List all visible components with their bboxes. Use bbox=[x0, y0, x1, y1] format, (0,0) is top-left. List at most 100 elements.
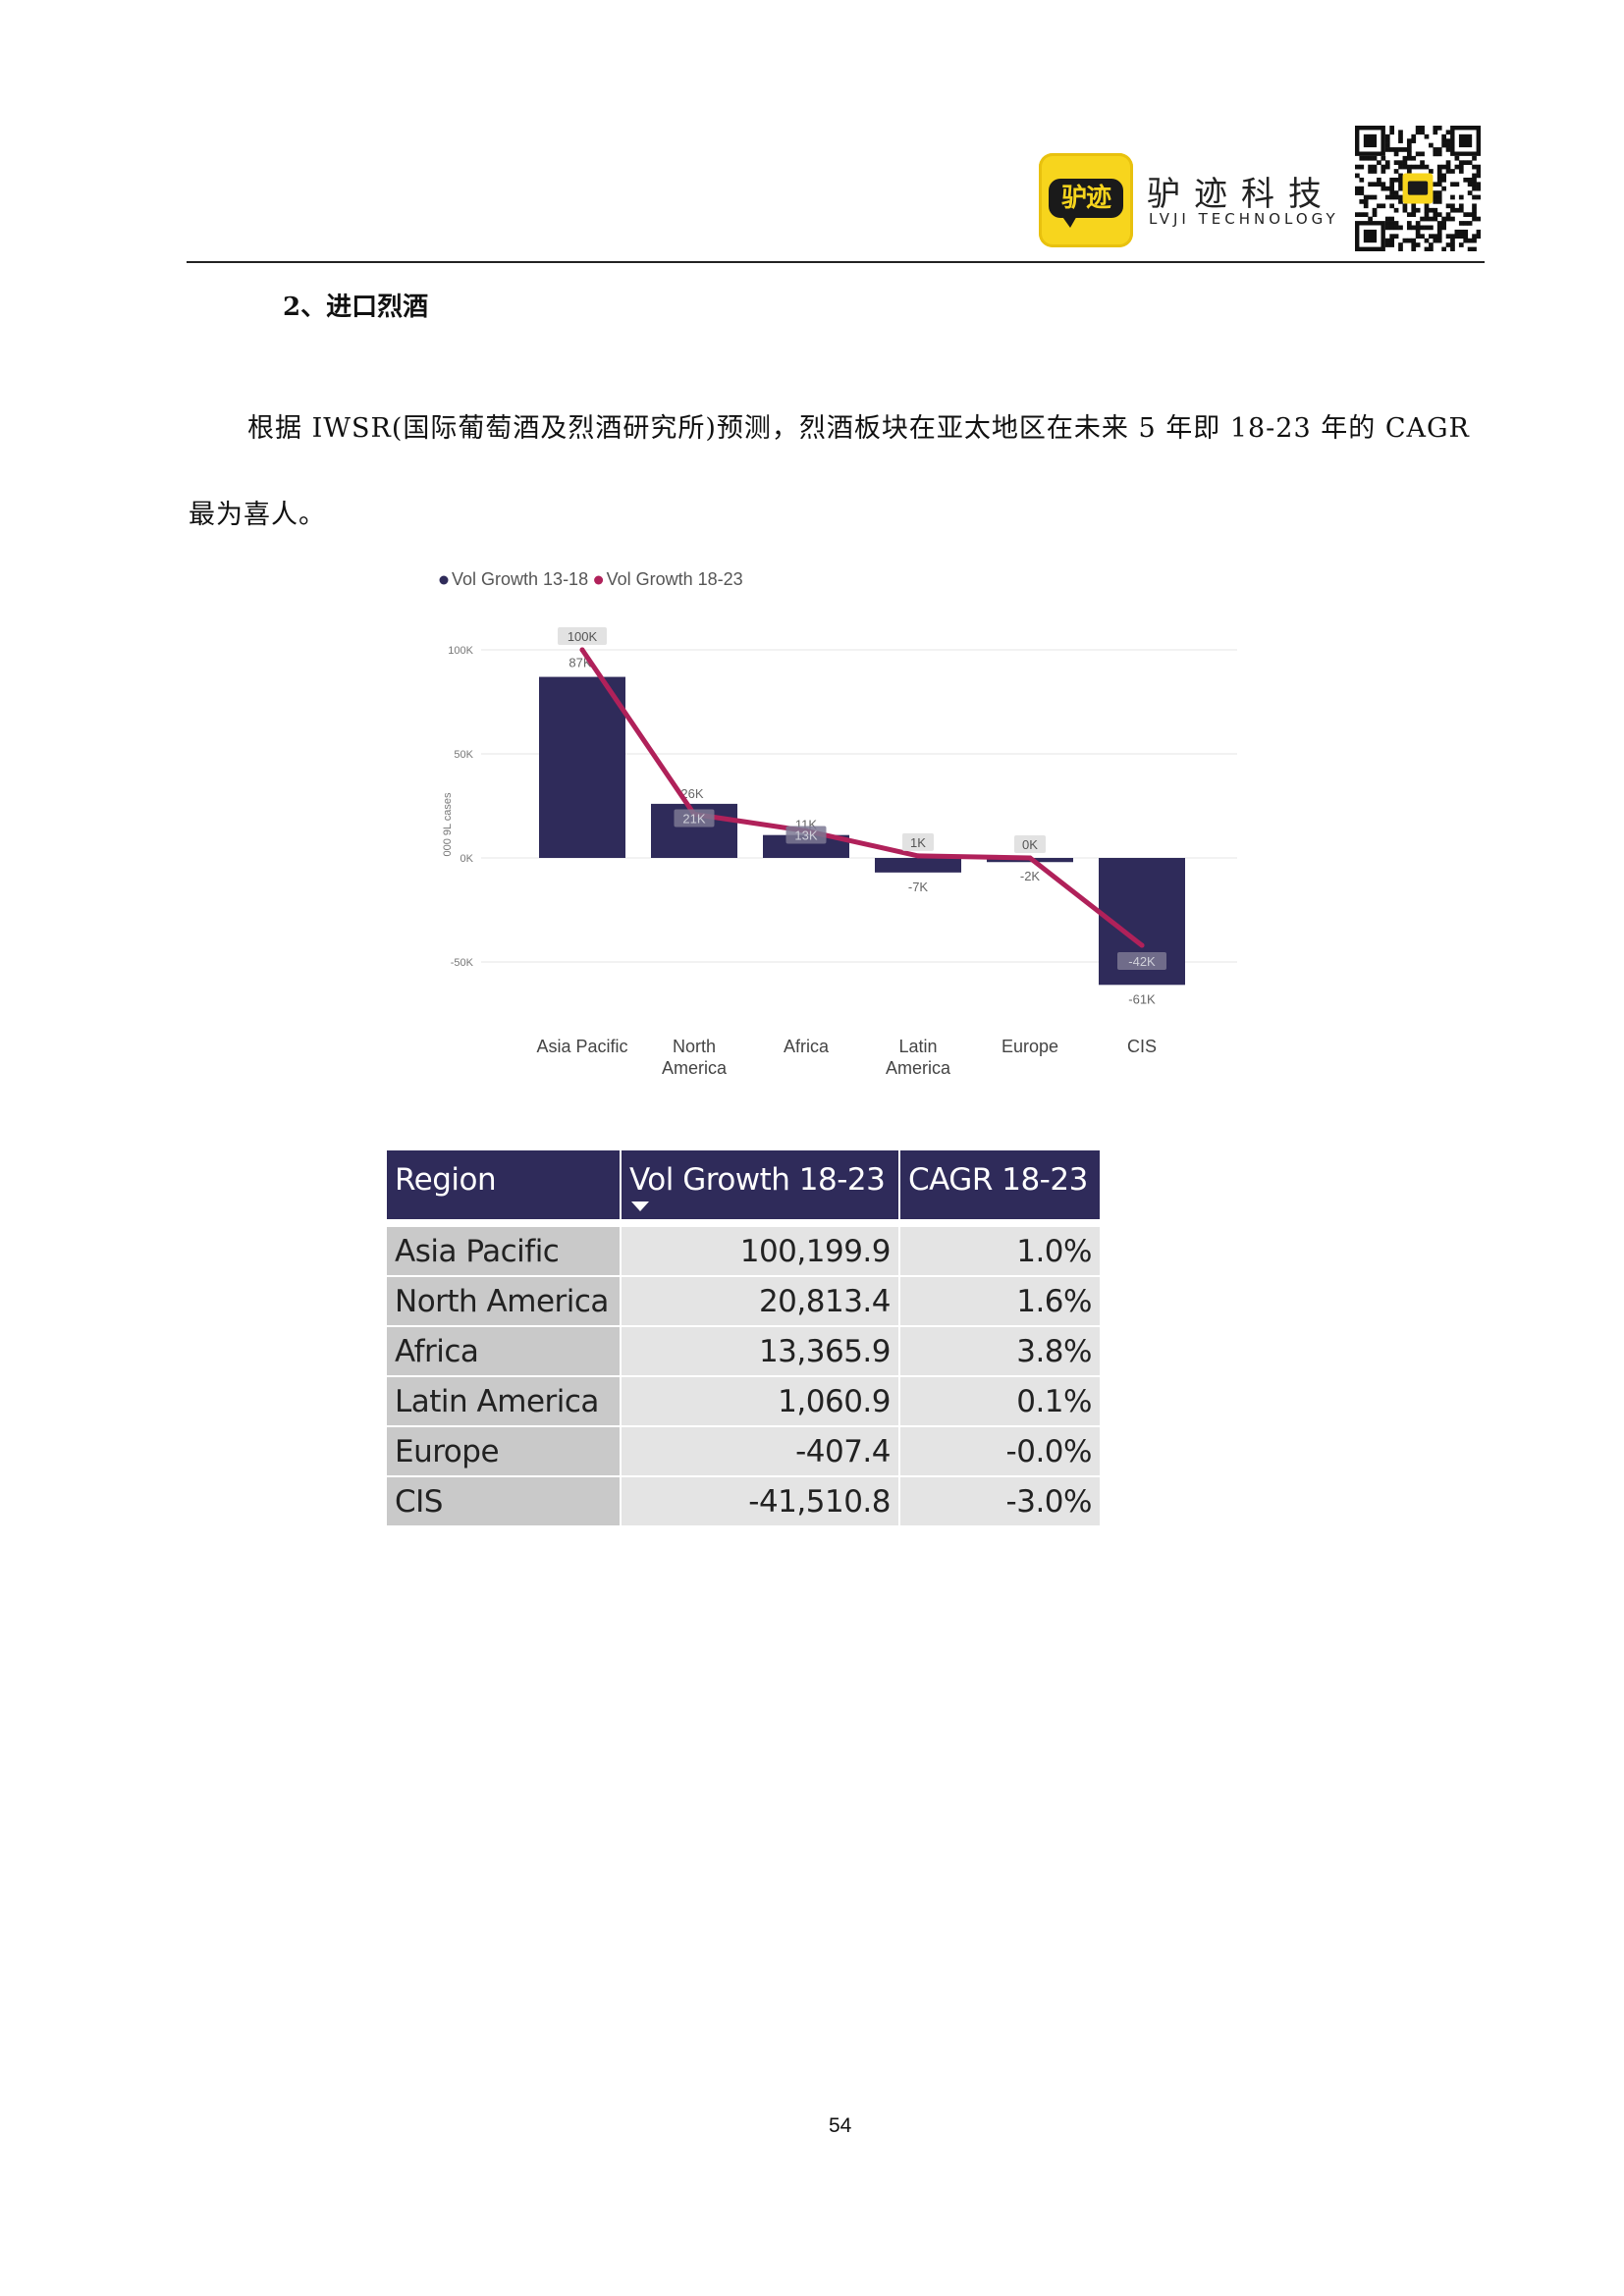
qr-module bbox=[1433, 182, 1438, 187]
qr-module bbox=[1429, 246, 1434, 251]
qr-module bbox=[1389, 186, 1395, 191]
qr-module bbox=[1433, 194, 1438, 200]
qr-module bbox=[1458, 234, 1464, 240]
volume-growth-chart: Vol Growth 13-18 Vol Growth 18-23 000 9L c… bbox=[439, 569, 1237, 1078]
qr-module bbox=[1458, 242, 1464, 247]
qr-module bbox=[1472, 246, 1477, 251]
qr-module bbox=[1355, 173, 1360, 179]
qr-module bbox=[1389, 238, 1395, 243]
qr-module bbox=[1398, 194, 1403, 200]
qr-module bbox=[1389, 147, 1395, 152]
qr-module bbox=[1476, 182, 1481, 187]
qr-module bbox=[1458, 169, 1464, 174]
qr-module bbox=[1424, 203, 1430, 209]
qr-module bbox=[1368, 169, 1373, 174]
qr-module bbox=[1359, 190, 1365, 195]
qr-module bbox=[1363, 199, 1369, 204]
qr-module bbox=[1436, 147, 1442, 152]
qr-module bbox=[1441, 177, 1446, 183]
qr-module bbox=[1372, 155, 1378, 161]
qr-module bbox=[1458, 221, 1464, 226]
qr-module bbox=[1429, 216, 1434, 222]
cell-vol-growth: 13,365.9 bbox=[621, 1326, 900, 1377]
line-series bbox=[579, 647, 1145, 948]
qr-module bbox=[1436, 182, 1442, 187]
qr-module bbox=[1406, 155, 1412, 161]
qr-module bbox=[1463, 177, 1469, 183]
qr-module bbox=[1359, 186, 1365, 191]
qr-module bbox=[1398, 186, 1403, 191]
qr-module bbox=[1415, 151, 1421, 157]
cell-cagr: 3.8% bbox=[899, 1326, 1100, 1377]
qr-module bbox=[1436, 126, 1442, 131]
cell-cagr: 0.1% bbox=[899, 1376, 1100, 1427]
qr-module bbox=[1450, 216, 1455, 222]
legend-marker bbox=[594, 575, 604, 585]
qr-module bbox=[1406, 164, 1412, 170]
line-data-label: -42K bbox=[1128, 954, 1156, 969]
qr-module bbox=[1433, 130, 1438, 135]
qr-module bbox=[1424, 246, 1430, 251]
qr-module bbox=[1384, 147, 1390, 152]
qr-module bbox=[1372, 164, 1378, 170]
qr-module bbox=[1380, 169, 1386, 174]
qr-module bbox=[1380, 203, 1386, 209]
qr-module bbox=[1424, 133, 1430, 139]
qr-module bbox=[1463, 160, 1469, 166]
qr-module bbox=[1368, 216, 1373, 222]
qr-module bbox=[1458, 160, 1464, 166]
qr-module bbox=[1372, 169, 1378, 174]
qr-module bbox=[1377, 177, 1381, 183]
qr-module bbox=[1406, 212, 1412, 217]
qr-module bbox=[1445, 160, 1451, 166]
qr-module bbox=[1424, 212, 1430, 217]
qr-module bbox=[1359, 199, 1365, 204]
header-region[interactable]: Region bbox=[387, 1150, 622, 1219]
qr-module bbox=[1398, 138, 1403, 143]
bar-data-label: 26K bbox=[680, 786, 703, 801]
qr-module bbox=[1398, 246, 1403, 251]
qr-module bbox=[1463, 234, 1469, 240]
table-row: Latin America 1,060.9 0.1% bbox=[387, 1376, 1100, 1427]
qr-module bbox=[1441, 138, 1446, 143]
qr-module bbox=[1450, 182, 1455, 187]
line-data-label: 21K bbox=[682, 811, 705, 826]
bar-data-label: -61K bbox=[1128, 991, 1156, 1006]
qr-module bbox=[1384, 133, 1390, 139]
qr-module bbox=[1433, 151, 1438, 157]
qr-module bbox=[1424, 238, 1430, 243]
qr-module bbox=[1384, 216, 1390, 222]
y-tick-label: 100K bbox=[448, 645, 473, 657]
x-tick-label: America bbox=[662, 1058, 728, 1078]
qr-module bbox=[1411, 133, 1417, 139]
x-tick-label: North bbox=[673, 1037, 716, 1056]
qr-module bbox=[1389, 221, 1395, 226]
qr-module bbox=[1472, 164, 1477, 170]
paragraph-line-2: 最为喜人。 bbox=[189, 500, 326, 530]
qr-module bbox=[1420, 130, 1425, 135]
qr-module bbox=[1355, 186, 1360, 191]
qr-module bbox=[1393, 225, 1399, 231]
qr-module bbox=[1411, 138, 1417, 143]
cell-vol-growth: -41,510.8 bbox=[621, 1476, 900, 1527]
logo-bubble-tail bbox=[1060, 214, 1078, 228]
qr-module bbox=[1389, 225, 1395, 231]
qr-module bbox=[1467, 160, 1473, 166]
qr-module bbox=[1445, 142, 1451, 148]
qr-module bbox=[1467, 177, 1473, 183]
header-vol-growth[interactable]: Vol Growth 18-23 bbox=[621, 1150, 900, 1219]
qr-module bbox=[1402, 160, 1408, 166]
qr-module bbox=[1420, 216, 1425, 222]
qr-module bbox=[1436, 229, 1442, 235]
qr-module bbox=[1359, 177, 1365, 183]
qr-module bbox=[1384, 138, 1390, 143]
qr-module bbox=[1359, 212, 1365, 217]
qr-module bbox=[1445, 242, 1451, 247]
line-label-box bbox=[558, 627, 607, 645]
qr-module bbox=[1411, 155, 1417, 161]
qr-module bbox=[1476, 186, 1481, 191]
header-cagr[interactable]: CAGR 18-23 bbox=[899, 1150, 1100, 1219]
qr-module bbox=[1472, 173, 1477, 179]
qr-module bbox=[1384, 225, 1390, 231]
qr-module bbox=[1411, 164, 1417, 170]
